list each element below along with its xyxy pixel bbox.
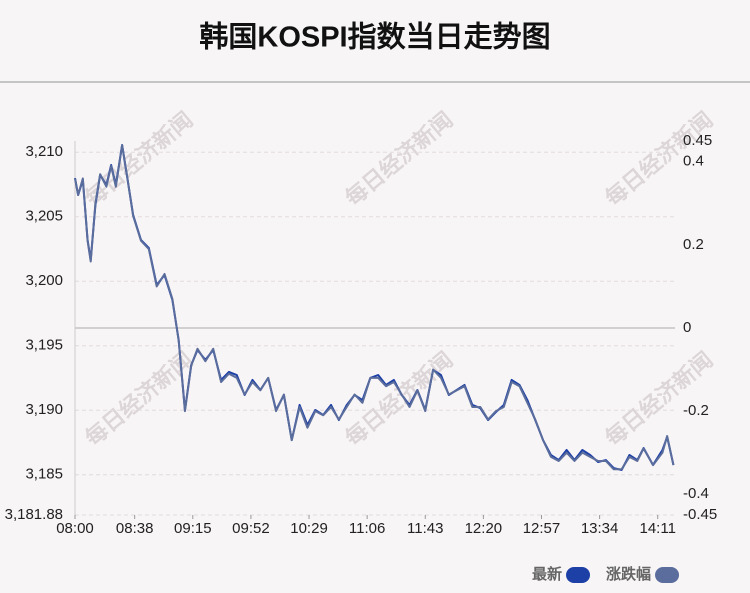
y-tick-label: 3,190: [25, 401, 63, 418]
y2-tick-label: -0.45: [683, 506, 717, 523]
y2-tick-label: -0.2: [683, 402, 709, 419]
y-tick-label: 3,210: [25, 143, 63, 160]
x-tick-label: 09:15: [174, 520, 212, 537]
x-tick-label: 11:06: [349, 520, 385, 537]
series-line: [74, 144, 675, 471]
legend-swatch: [566, 567, 591, 583]
y-tick-label: 3,185: [25, 466, 63, 483]
x-tick-label: 12:20: [465, 520, 503, 537]
x-tick-label: 09:52: [232, 520, 270, 537]
y-tick-label: 3,181.88: [5, 506, 63, 523]
x-tick-label: 14:11: [640, 520, 676, 537]
y2-tick-label: 0.2: [683, 236, 704, 253]
x-tick-label: 12:57: [523, 520, 561, 537]
x-tick-label: 08:38: [116, 520, 154, 537]
y-tick-label: 3,195: [25, 337, 63, 354]
x-tick-label: 11:43: [407, 520, 443, 537]
legend-swatch: [655, 567, 680, 583]
y-tick-label: 3,205: [25, 208, 63, 225]
x-tick-label: 13:34: [581, 520, 619, 537]
x-tick-label: 10:29: [290, 520, 328, 537]
y2-tick-label: 0: [683, 319, 691, 336]
chart-title: 韩国KOSPI指数当日走势图: [199, 21, 550, 54]
plot: 3,181.88 3,185 3,190 3,195 3,200 3,205 3,210 -0…: [5, 132, 718, 537]
y2-tick-label: 0.45: [683, 132, 712, 149]
legend-label: 涨跌幅: [606, 565, 651, 583]
x-tick-label: 08:00: [56, 520, 94, 537]
y2-tick-label: -0.4: [683, 485, 709, 502]
y2-tick-label: 0.4: [683, 153, 704, 170]
legend-label: 最新: [532, 565, 562, 583]
y-tick-label: 3,200: [25, 272, 63, 289]
